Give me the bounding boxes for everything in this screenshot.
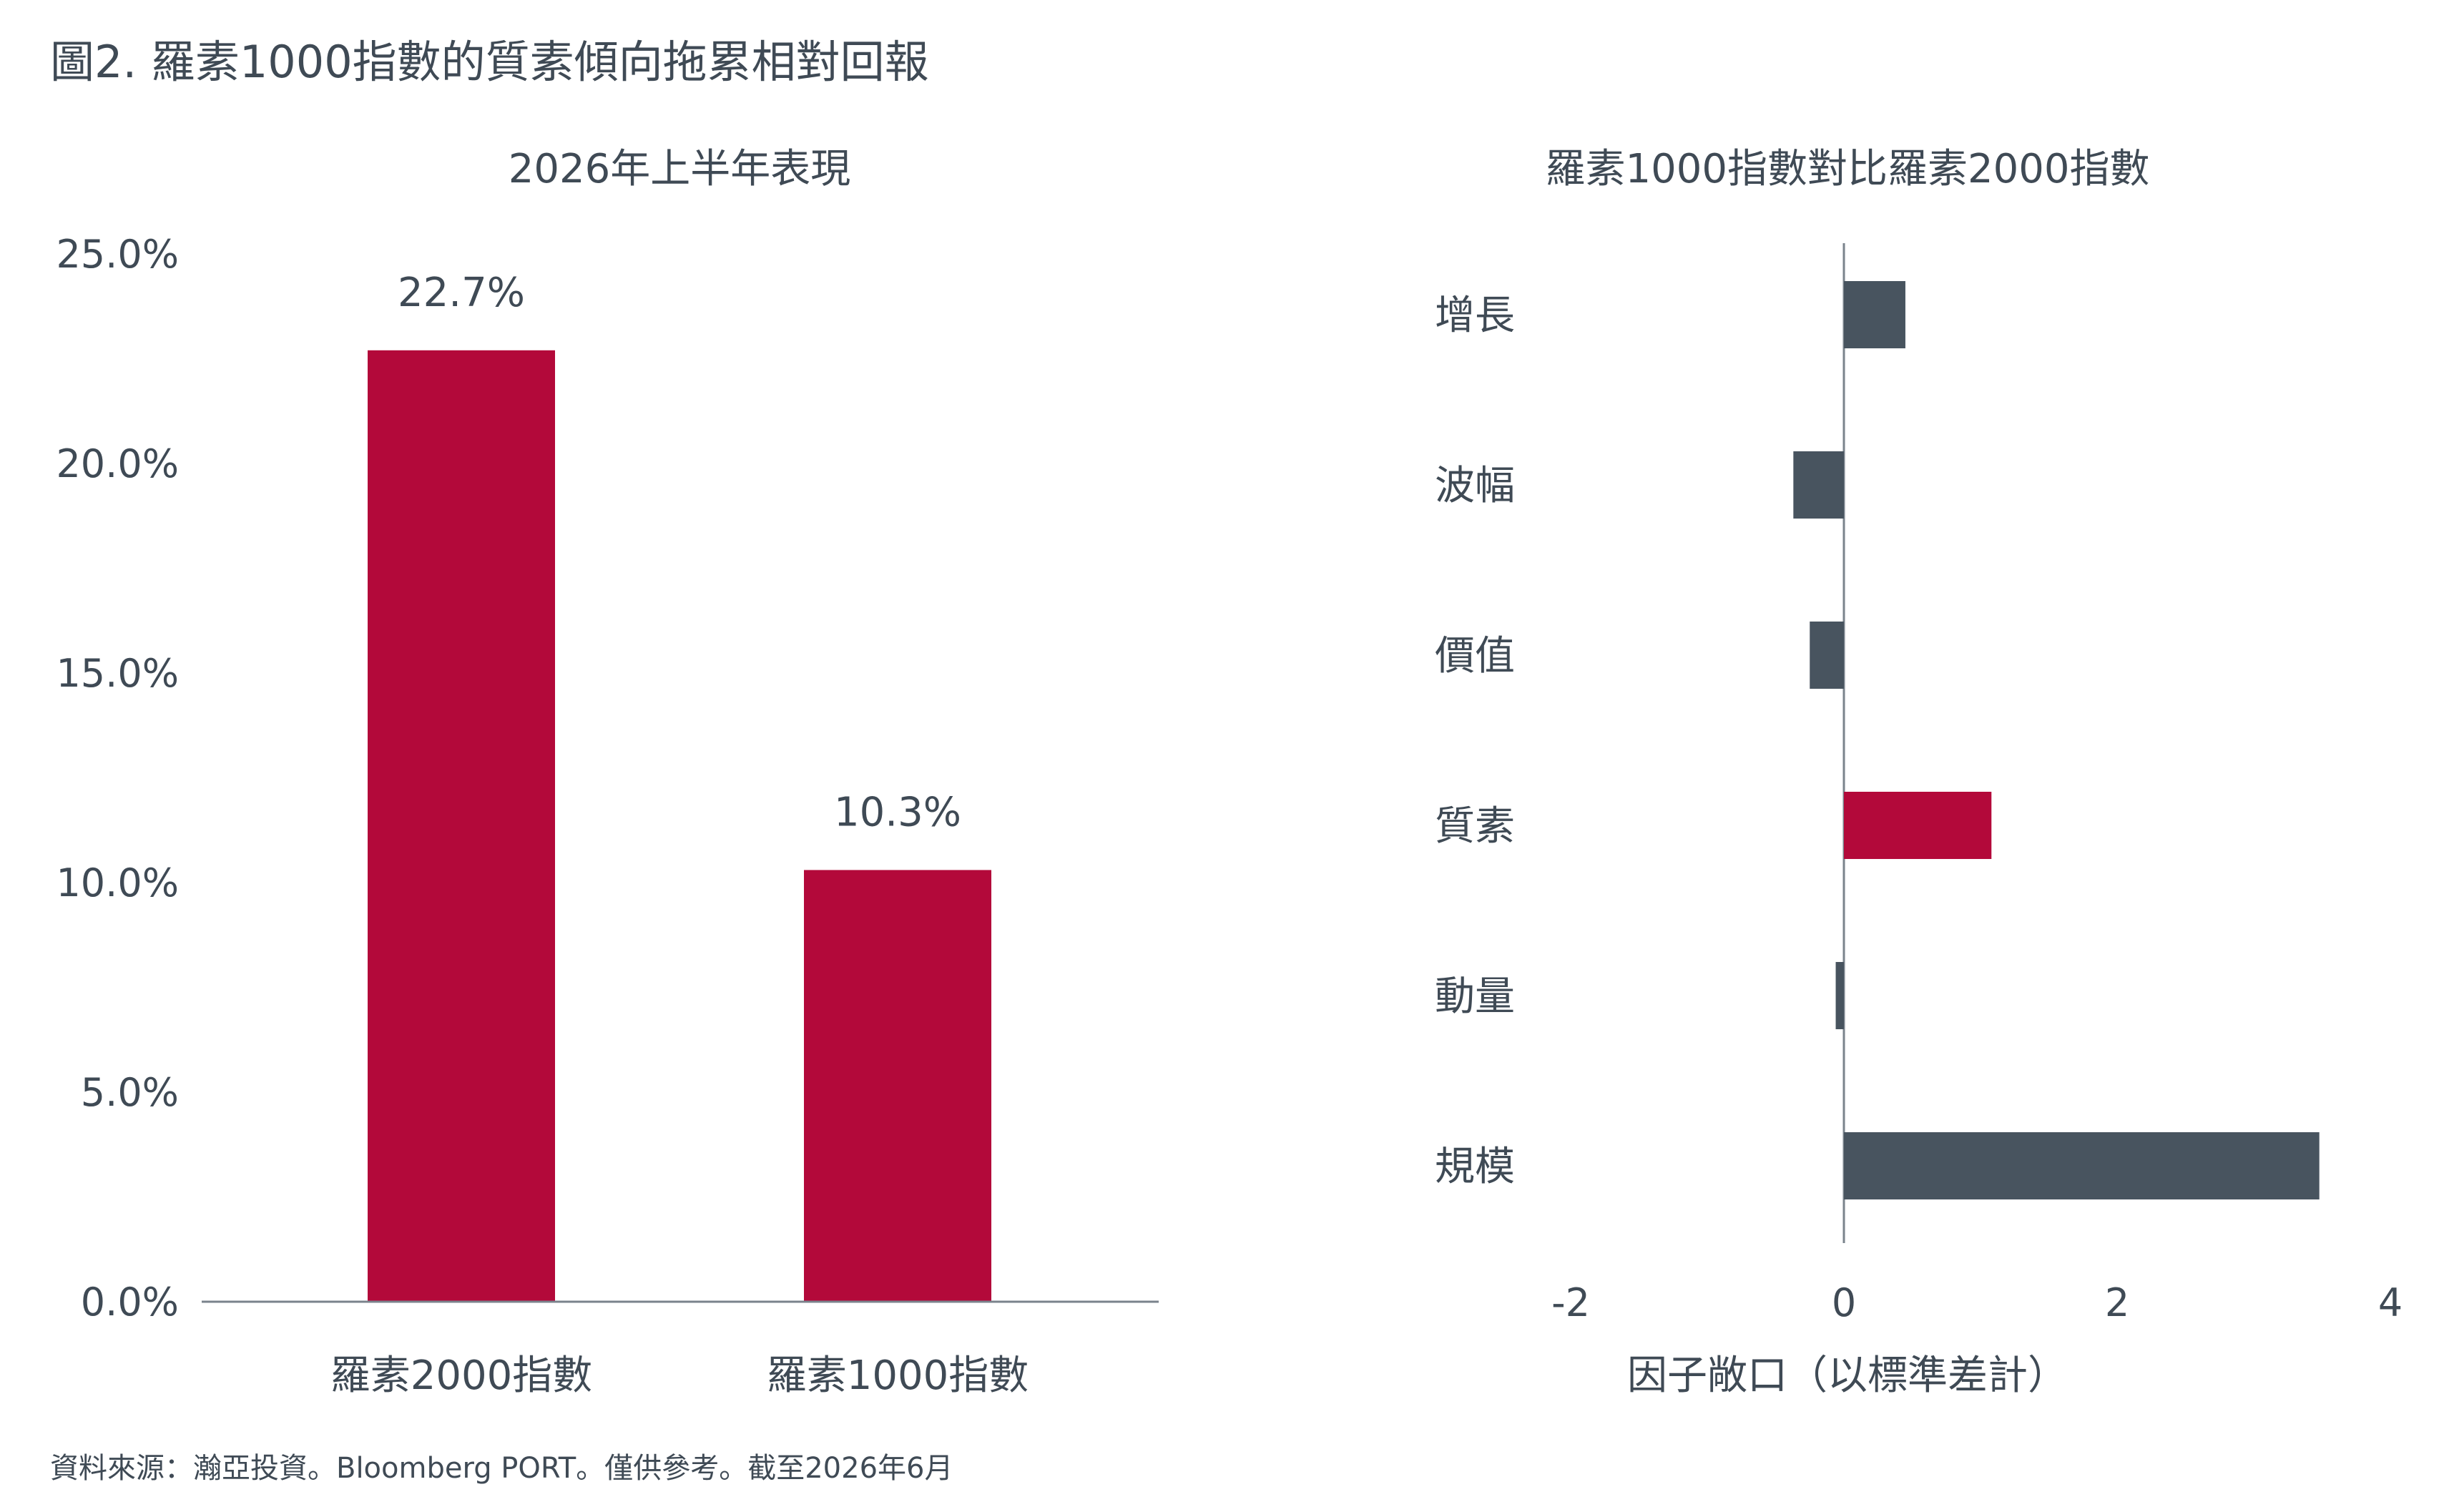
y-tick-label: 25.0%	[56, 232, 179, 277]
x-tick-label: 4	[2378, 1280, 2403, 1325]
x-tick-label: 0	[1832, 1280, 1856, 1325]
y-category-label: 質素	[1435, 803, 1515, 850]
bar-data-label: 22.7%	[398, 270, 525, 316]
bar-russell-2000	[368, 350, 555, 1302]
y-category-label: 價值	[1435, 633, 1515, 679]
y-tick-label: 0.0%	[81, 1280, 179, 1325]
y-category-label: 波幅	[1435, 463, 1515, 509]
y-tick-label: 20.0%	[56, 441, 179, 486]
bar-factor-4	[1835, 962, 1844, 1029]
bar-chart-performance: 2026年上半年表現 0.0% 5.0% 10.0% 15.0% 20.0% 25.0% 22…	[56, 146, 1159, 1399]
x-axis-label: 因子敞口（以標準差計）	[1627, 1353, 2068, 1399]
bar-data-label: 10.3%	[834, 789, 961, 835]
y-category-label: 動量	[1435, 973, 1515, 1020]
x-category-label: 羅素2000指數	[330, 1353, 593, 1399]
x-tick-label: 2	[2105, 1280, 2129, 1325]
x-category-label: 羅素1000指數	[767, 1353, 1029, 1399]
bar-factor-1	[1793, 451, 1844, 519]
y-tick-label: 5.0%	[81, 1070, 179, 1115]
y-category-label: 增長	[1435, 293, 1515, 339]
figure-title: 圖2. 羅素1000指數的質素傾向拖累相對回報	[50, 36, 929, 88]
right-chart-title: 羅素1000指數對比羅素2000指數	[1545, 146, 2149, 192]
bar-factor-0	[1844, 281, 1905, 348]
bar-factor-5	[1844, 1132, 2320, 1199]
bar-factor-3	[1844, 792, 1992, 859]
bar-russell-1000	[804, 870, 991, 1302]
y-category-label: 規模	[1435, 1144, 1515, 1190]
y-tick-label: 15.0%	[56, 651, 179, 696]
bar-factor-2	[1810, 622, 1844, 689]
x-tick-label: -2	[1551, 1280, 1590, 1325]
y-tick-label: 10.0%	[56, 860, 179, 905]
left-chart-title: 2026年上半年表現	[509, 146, 851, 192]
source-note: 資料來源：瀚亞投資。Bloomberg PORT。僅供參考。截至2026年6月	[50, 1452, 953, 1485]
